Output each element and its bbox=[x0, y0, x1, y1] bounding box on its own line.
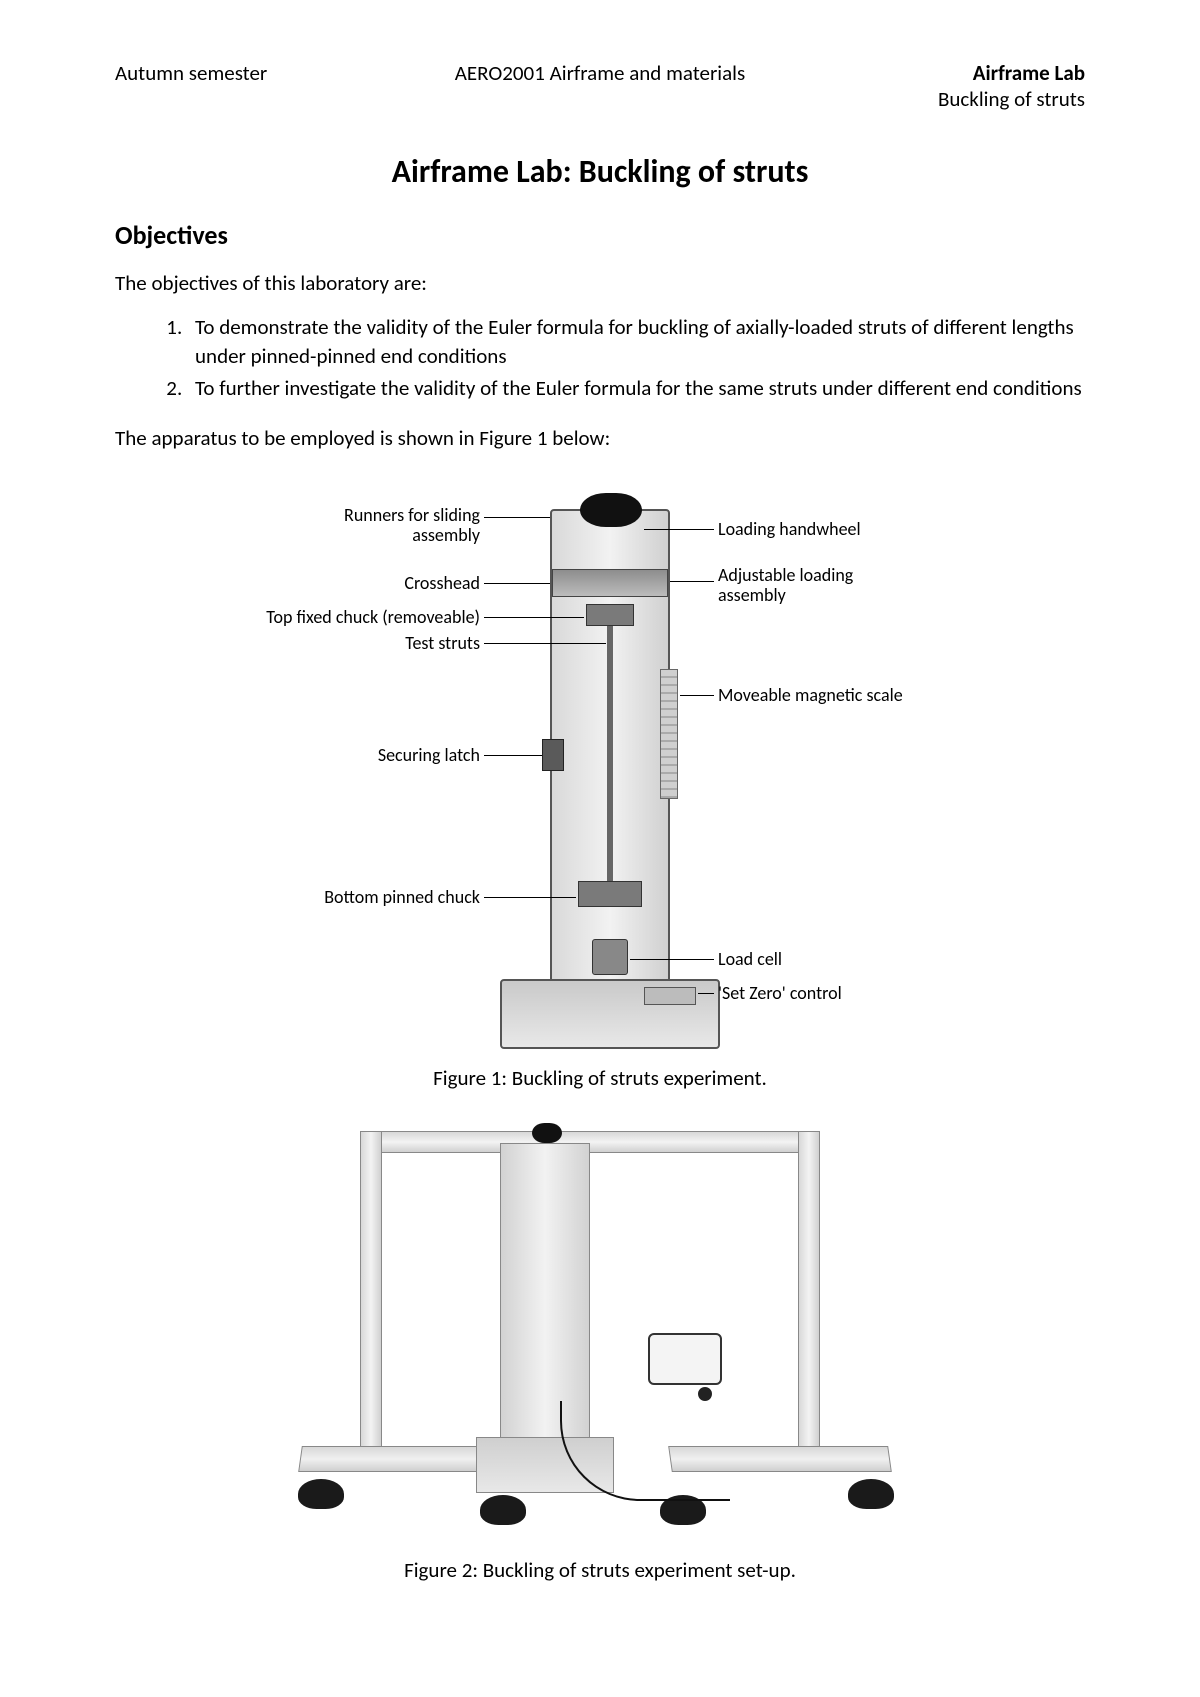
leader-line bbox=[484, 755, 542, 756]
header-left: Autumn semester bbox=[115, 60, 400, 86]
frame-top-bar bbox=[360, 1131, 820, 1153]
crosshead-icon bbox=[552, 569, 668, 597]
figure-2-caption: Figure 2: Buckling of struts experiment … bbox=[115, 1557, 1085, 1583]
leveling-foot-icon bbox=[848, 1479, 894, 1509]
figure-2: Figure 2: Buckling of struts experiment … bbox=[115, 1101, 1085, 1583]
label-test-struts: Test struts bbox=[360, 633, 480, 654]
label-adjustable-loading: Adjustable loadingassembly bbox=[718, 565, 898, 606]
figure-1: Runners for slidingassembly Crosshead To… bbox=[115, 469, 1085, 1091]
label-loading-handwheel: Loading handwheel bbox=[718, 519, 861, 540]
handwheel-icon bbox=[532, 1123, 562, 1143]
frame-right-post bbox=[798, 1131, 820, 1451]
label-load-cell: Load cell bbox=[718, 949, 782, 970]
leveling-foot-icon bbox=[480, 1495, 526, 1525]
magnetic-scale-icon bbox=[660, 669, 678, 799]
page-header: Autumn semester AERO2001 Airframe and ma… bbox=[115, 60, 1085, 112]
section-heading-objectives: Objectives bbox=[115, 219, 1085, 251]
objectives-list: To demonstrate the validity of the Euler… bbox=[115, 313, 1085, 402]
leader-line bbox=[644, 529, 714, 530]
header-right-title: Airframe Lab bbox=[800, 60, 1085, 86]
apparatus-intro: The apparatus to be employed is shown in… bbox=[115, 424, 1085, 452]
leader-line bbox=[484, 583, 550, 584]
objective-item: To further investigate the validity of t… bbox=[187, 374, 1085, 402]
leader-line bbox=[698, 993, 714, 994]
frame-left-post bbox=[360, 1131, 382, 1451]
figure-1-caption: Figure 1: Buckling of struts experiment. bbox=[115, 1065, 1085, 1091]
header-center: AERO2001 Airframe and materials bbox=[400, 60, 799, 86]
header-right: Airframe Lab Buckling of struts bbox=[800, 60, 1085, 112]
leveling-foot-icon bbox=[298, 1479, 344, 1509]
leader-line bbox=[484, 643, 606, 644]
test-strut-icon bbox=[607, 626, 613, 886]
leader-line bbox=[484, 617, 584, 618]
leader-line bbox=[680, 695, 714, 696]
leader-line bbox=[484, 517, 550, 518]
label-crosshead: Crosshead bbox=[350, 573, 480, 594]
leader-line bbox=[484, 897, 576, 898]
loading-handwheel-icon bbox=[580, 493, 642, 527]
top-chuck-icon bbox=[586, 604, 634, 626]
label-top-chuck: Top fixed chuck (removeable) bbox=[230, 607, 480, 628]
figure-1-diagram: Runners for slidingassembly Crosshead To… bbox=[240, 469, 960, 1059]
securing-latch-icon bbox=[542, 739, 564, 771]
objective-item: To demonstrate the validity of the Euler… bbox=[187, 313, 1085, 370]
objectives-intro: The objectives of this laboratory are: bbox=[115, 269, 1085, 297]
label-runners: Runners for slidingassembly bbox=[280, 505, 480, 546]
label-magnetic-scale: Moveable magnetic scale bbox=[718, 685, 903, 706]
set-zero-icon bbox=[644, 987, 696, 1005]
header-right-sub: Buckling of struts bbox=[800, 86, 1085, 112]
load-cell-icon bbox=[592, 939, 628, 975]
figure-2-diagram bbox=[300, 1101, 900, 1551]
load-meter-icon bbox=[648, 1333, 722, 1385]
bottom-chuck-icon bbox=[578, 881, 642, 907]
document-page: Autumn semester AERO2001 Airframe and ma… bbox=[0, 0, 1200, 1697]
page-title: Airframe Lab: Buckling of struts bbox=[115, 152, 1085, 191]
leader-line bbox=[630, 959, 714, 960]
label-set-zero: 'Set Zero' control bbox=[718, 983, 842, 1004]
label-bottom-chuck: Bottom pinned chuck bbox=[280, 887, 480, 908]
leader-line bbox=[670, 581, 714, 582]
label-securing-latch: Securing latch bbox=[340, 745, 480, 766]
